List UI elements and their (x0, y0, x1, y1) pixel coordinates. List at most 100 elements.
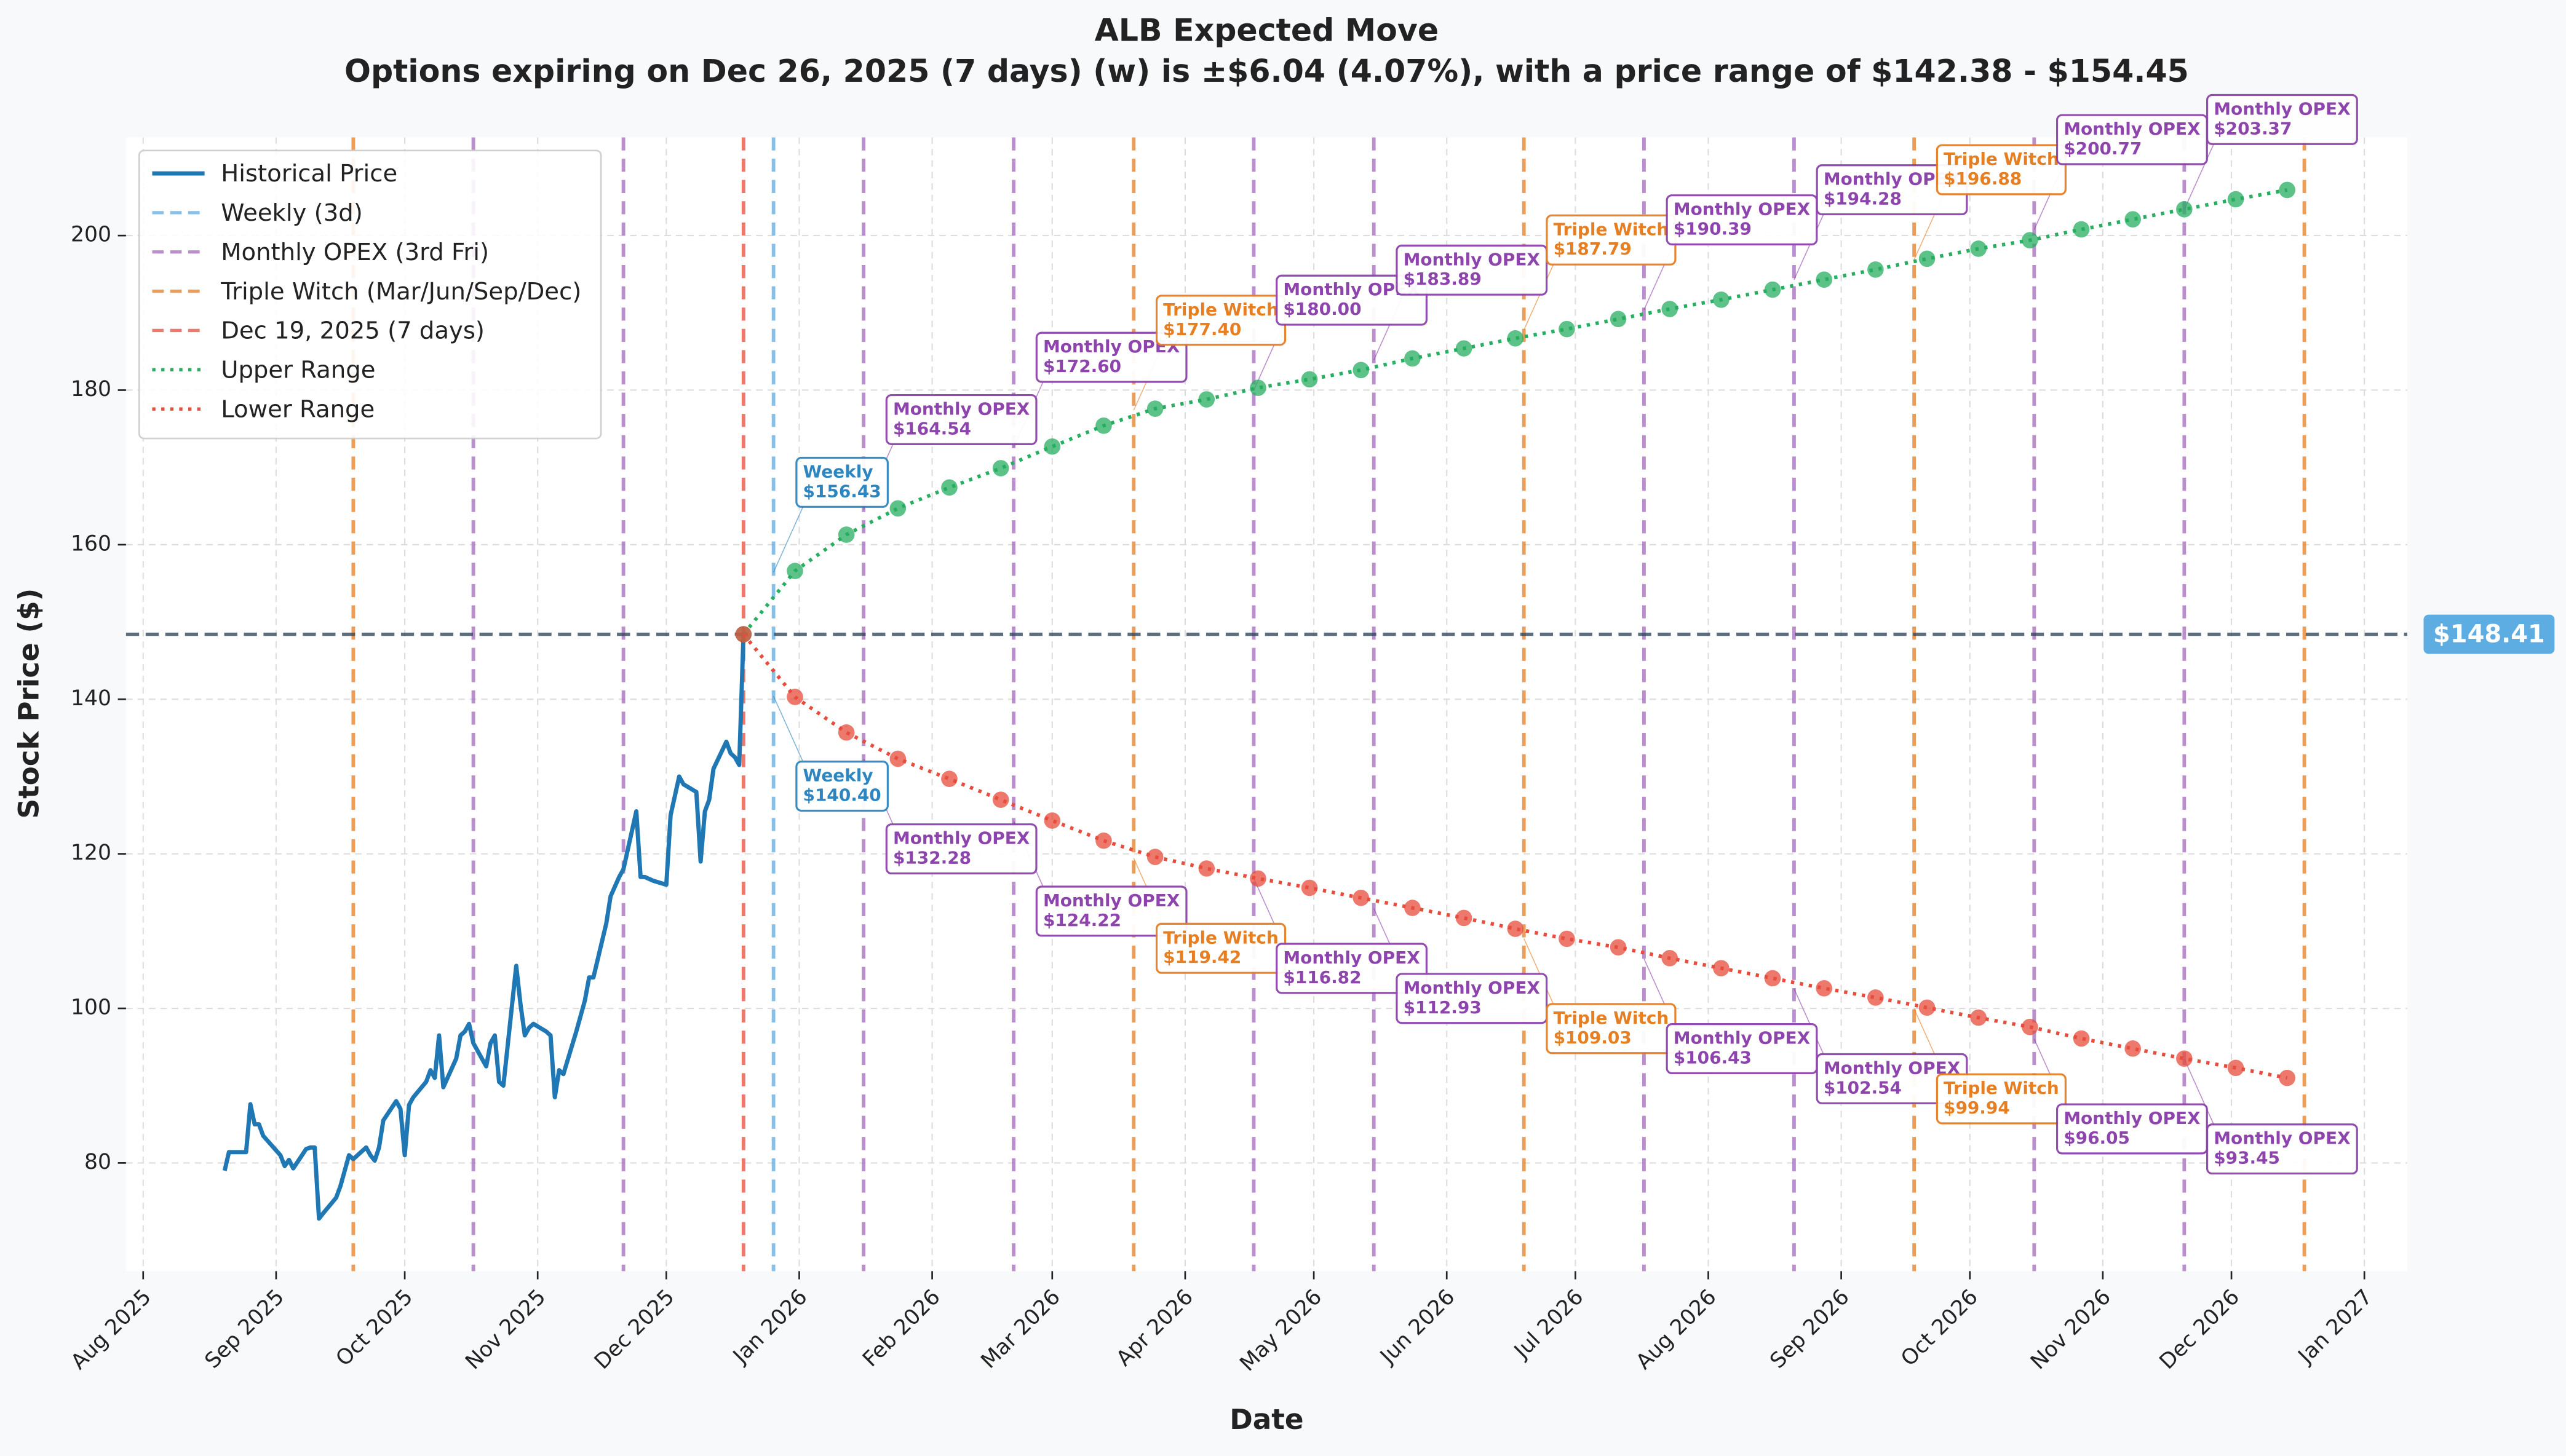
annotation-title: Triple Witch (1554, 1008, 1669, 1028)
annotation-box (1666, 1023, 1818, 1075)
series-marker (1661, 950, 1678, 967)
annotation-value: $102.54 (1824, 1077, 1902, 1098)
annotation-box (1936, 144, 2067, 196)
annotation-title: Monthly OPEX (1404, 978, 1540, 998)
legend-label: Triple Witch (Mar/Jun/Sep/Dec) (220, 278, 581, 306)
annotation-box (795, 456, 889, 508)
annotation-value: $172.60 (1043, 356, 1121, 376)
chart-title: ALB Expected Move (1095, 12, 1439, 49)
annotation: Monthly OPEX$112.93 (1396, 973, 1548, 1024)
series-marker (2124, 211, 2141, 228)
series-marker (2022, 232, 2038, 248)
annotation: Triple Witch$99.94 (1936, 1073, 2067, 1125)
annotation-title: Monthly OPEX (2064, 119, 2200, 139)
annotation-value: $109.03 (1554, 1027, 1632, 1048)
y-axis-label: Stock Price ($) (13, 588, 46, 819)
series-marker (2227, 1059, 2244, 1077)
series-marker (1507, 330, 1524, 347)
series-marker (2279, 1069, 2295, 1086)
annotation-title: Monthly OPEX (1674, 1028, 1810, 1048)
series-marker (787, 689, 803, 705)
annotation-value: $183.89 (1404, 269, 1482, 289)
annotation-leader (1523, 938, 1554, 1005)
annotation-title: Triple Witch (1163, 299, 1279, 320)
series-marker (1301, 371, 1318, 388)
series-marker (1764, 970, 1781, 987)
series-marker (1918, 250, 1936, 267)
annotation-leader (1523, 264, 1554, 330)
series-marker (787, 563, 803, 579)
y-tick-label: 100 (71, 995, 111, 1020)
series-marker (1404, 900, 1421, 916)
series-marker (1044, 812, 1061, 829)
annotation-leader (773, 506, 804, 573)
annotation: Triple Witch$196.88 (1936, 144, 2067, 196)
series-marker (1146, 400, 1164, 417)
series-marker (1198, 860, 1215, 877)
series-marker (1353, 889, 1370, 906)
series-marker (1970, 240, 1987, 257)
y-tick-label: 80 (84, 1150, 111, 1174)
annotation: Monthly OPEX$203.37 (2206, 93, 2358, 145)
series-marker (1816, 980, 1833, 997)
series-marker (2124, 1040, 2141, 1057)
annotation: Monthly OPEX$102.54 (1816, 1053, 1968, 1104)
annotation-title: Triple Witch (1944, 1078, 2059, 1098)
annotation-value: $124.22 (1043, 910, 1121, 930)
series-marker (1661, 301, 1678, 317)
y-tick-label: 180 (71, 377, 111, 402)
series-marker (1353, 362, 1370, 379)
annotation-value: $194.28 (1824, 189, 1902, 209)
annotation-value: $203.37 (2214, 118, 2292, 138)
annotation-leader (773, 695, 804, 762)
series-marker (838, 526, 855, 543)
series-marker (1095, 832, 1112, 849)
chart-subtitle: Options expiring on Dec 26, 2025 (7 days… (344, 53, 2189, 89)
annotation-box (1396, 244, 1548, 296)
annotation-value: $177.40 (1163, 319, 1241, 339)
annotation-title: Triple Witch (1163, 927, 1279, 948)
series-marker (1404, 350, 1421, 367)
series-marker (1044, 438, 1061, 455)
annotation-box (885, 823, 1038, 875)
x-axis-label: Date (1229, 1403, 1303, 1436)
series-marker (1507, 920, 1524, 937)
annotation-title: Monthly OPEX (1674, 199, 1810, 220)
annotation-value: $112.93 (1404, 997, 1482, 1018)
legend-label: Dec 19, 2025 (7 days) (221, 317, 485, 345)
annotation-box (1936, 1073, 2067, 1125)
annotation-box (795, 761, 889, 812)
annotation: Monthly OPEX$190.39 (1666, 194, 1818, 246)
annotation: Monthly OPEX$124.22 (1035, 885, 1188, 937)
annotation: Triple Witch$187.79 (1546, 214, 1677, 266)
annotation-value: $99.94 (1944, 1098, 2010, 1118)
series-marker (1764, 281, 1781, 298)
annotation: Triple Witch$177.40 (1155, 295, 1287, 346)
annotation-box (1396, 973, 1548, 1024)
annotation-box (1035, 885, 1188, 937)
series-marker (1713, 960, 1730, 976)
series-marker (1559, 930, 1575, 948)
annotation-title: Monthly OPEX (2214, 98, 2350, 119)
series-marker (1559, 320, 1575, 338)
annotation-value: $93.45 (2214, 1148, 2280, 1168)
annotation-value: $119.42 (1163, 947, 1241, 967)
y-tick-label: 120 (71, 841, 111, 865)
legend-label: Monthly OPEX (3rd Fri) (221, 239, 489, 266)
annotation-value: $132.28 (893, 848, 971, 868)
annotation: Monthly OPEX$172.60 (1035, 331, 1188, 383)
series-marker (889, 500, 907, 517)
series-marker (2073, 1030, 2090, 1047)
series-marker (735, 626, 752, 643)
series-line (222, 634, 746, 1221)
annotation-title: Triple Witch (1944, 149, 2059, 169)
series-marker (2022, 1018, 2038, 1035)
series-marker (1198, 391, 1215, 408)
series-marker (2176, 1050, 2193, 1067)
series-marker (1918, 999, 1936, 1016)
annotation-value: $187.79 (1554, 239, 1632, 259)
annotation-title: Triple Witch (1554, 219, 1669, 239)
annotation: Monthly OPEX$93.45 (2206, 1123, 2358, 1175)
series-marker (2227, 191, 2244, 208)
